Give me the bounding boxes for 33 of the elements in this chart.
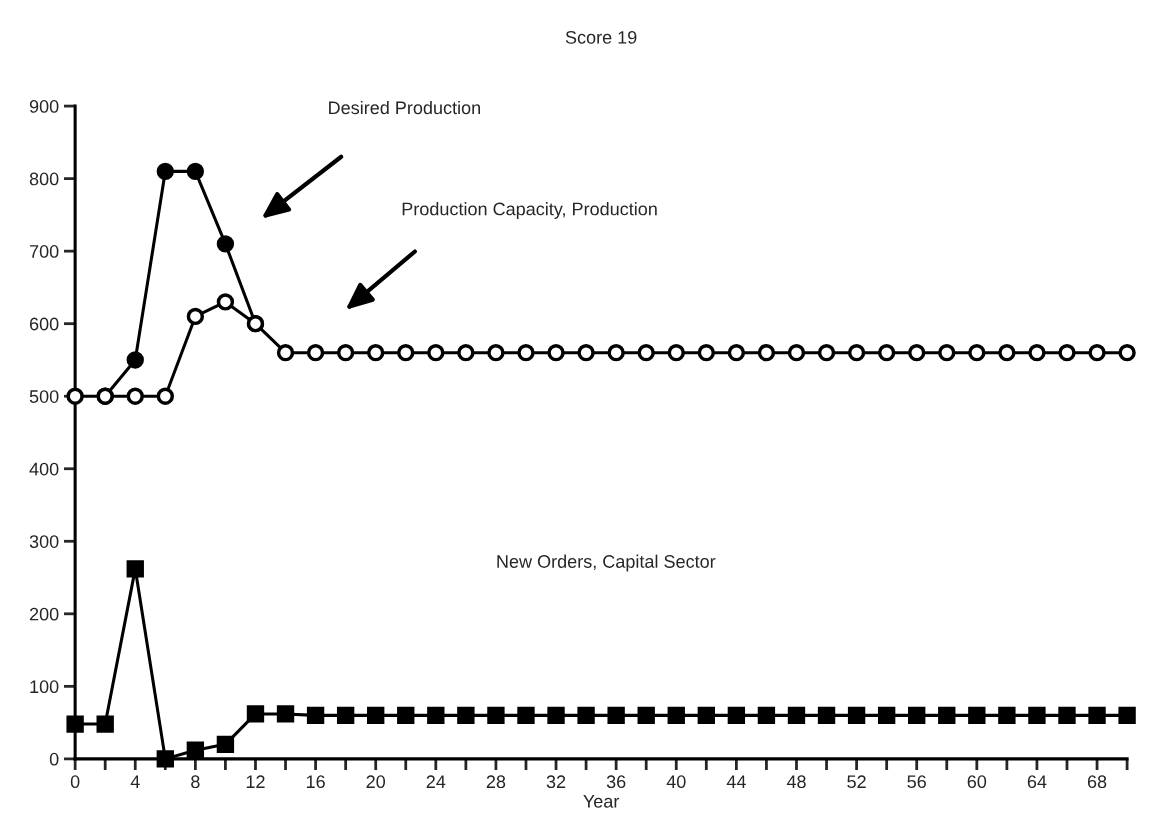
y-tick-label: 200 bbox=[29, 607, 59, 621]
x-axis-title: Year bbox=[583, 795, 620, 808]
x-tick-label: 20 bbox=[366, 775, 386, 789]
annotation: New Orders, Capital Sector bbox=[497, 554, 716, 572]
y-tick-label: 900 bbox=[29, 100, 59, 113]
x-tick-label: 56 bbox=[907, 775, 926, 789]
y-tick-label: 600 bbox=[29, 317, 59, 331]
x-tick-label: 28 bbox=[486, 775, 506, 789]
y-tick-label: 100 bbox=[30, 680, 59, 694]
x-tick-label: 36 bbox=[606, 775, 626, 789]
x-tick-label: 52 bbox=[847, 775, 866, 789]
x-tick-label: 44 bbox=[726, 775, 746, 788]
x-tick-label: 40 bbox=[666, 775, 686, 789]
x-tick-label: 32 bbox=[546, 775, 566, 789]
x-tick-label: 4 bbox=[130, 775, 140, 788]
x-tick-label: 0 bbox=[70, 775, 80, 789]
x-tick-label: 48 bbox=[786, 775, 806, 789]
x-tick-label: 16 bbox=[306, 775, 325, 789]
x-tick-label: 64 bbox=[1027, 775, 1047, 789]
y-tick-label: 500 bbox=[29, 390, 59, 403]
x-tick-label: 60 bbox=[967, 775, 987, 789]
y-tick-label: 800 bbox=[29, 172, 59, 186]
y-tick-label: 700 bbox=[29, 245, 59, 258]
x-tick-label: 68 bbox=[1087, 775, 1107, 789]
y-tick-label: 300 bbox=[29, 535, 59, 548]
x-tick-label: 24 bbox=[426, 775, 446, 788]
annotation: Production Capacity, Production bbox=[402, 202, 657, 219]
x-tick-label: 8 bbox=[191, 775, 200, 789]
y-tick-label: 0 bbox=[49, 752, 59, 766]
x-tick-label: 12 bbox=[246, 775, 265, 788]
y-tick-label: 400 bbox=[29, 462, 59, 476]
annotation: Desired Production bbox=[329, 100, 480, 115]
chart-title: Score 19 bbox=[565, 30, 637, 44]
